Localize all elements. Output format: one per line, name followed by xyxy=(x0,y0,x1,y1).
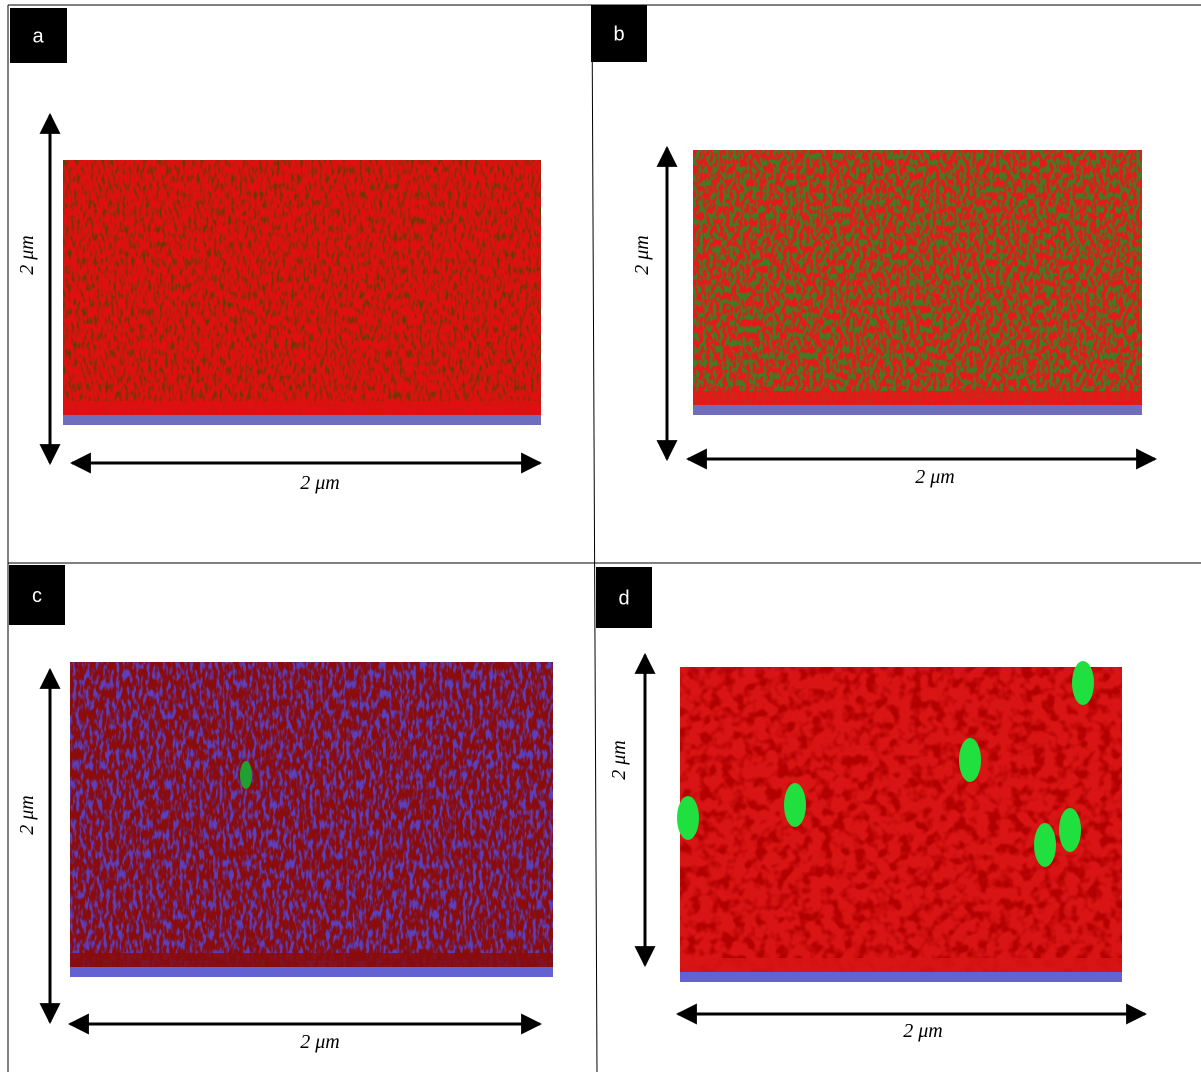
surface-texture xyxy=(680,667,1122,972)
panels: a 2 μm 2 μm b 2 μm 2 μm c 2 μm 2 μm d 2 μm 2 μm xyxy=(9,5,1158,1053)
y-axis-label: 2 μm xyxy=(16,235,38,274)
surface-texture xyxy=(693,150,1142,405)
green-peak xyxy=(1034,823,1056,867)
panel: c 2 μm 2 μm xyxy=(9,565,553,1053)
green-peak xyxy=(784,783,806,827)
panel-label: d xyxy=(618,588,629,610)
panel: d 2 μm 2 μm xyxy=(596,567,1148,1042)
surface-texture xyxy=(63,160,541,415)
y-axis-label: 2 μm xyxy=(608,740,630,779)
surface-texture xyxy=(70,662,553,967)
panel: a 2 μm 2 μm xyxy=(10,8,543,494)
panel-label-box xyxy=(9,565,65,625)
green-peak xyxy=(1072,661,1094,705)
panel: b 2 μm 2 μm xyxy=(591,5,1158,488)
panel-label-box xyxy=(10,8,67,63)
green-peak xyxy=(677,796,699,840)
panel-label-box xyxy=(596,567,652,628)
green-peak xyxy=(240,761,252,789)
surface-edge xyxy=(63,401,541,415)
y-axis-label: 2 μm xyxy=(16,795,38,834)
green-peak xyxy=(959,738,981,782)
y-axis-label: 2 μm xyxy=(631,235,653,274)
x-axis-label: 2 μm xyxy=(300,472,339,494)
panel-label: c xyxy=(32,585,42,607)
panel-label-box xyxy=(591,5,647,62)
green-peak xyxy=(1059,808,1081,852)
surface-edge xyxy=(680,958,1122,972)
x-axis-label: 2 μm xyxy=(300,1031,339,1053)
surface-edge xyxy=(70,953,553,967)
x-axis-label: 2 μm xyxy=(915,466,954,488)
surface-edge xyxy=(693,391,1142,405)
x-axis-label: 2 μm xyxy=(903,1020,942,1042)
panel-label: a xyxy=(32,26,44,48)
panel-label: b xyxy=(613,24,624,46)
